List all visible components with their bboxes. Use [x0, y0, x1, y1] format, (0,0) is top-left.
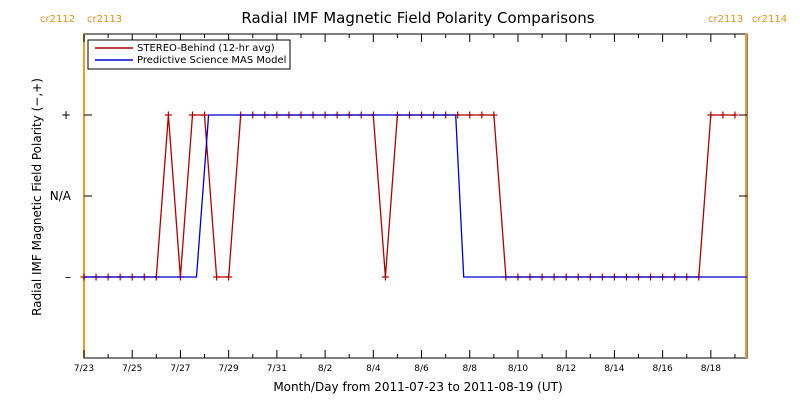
data-point: [213, 273, 221, 281]
x-tick-label: 8/16: [653, 364, 673, 374]
x-tick-label: 8/10: [508, 364, 528, 374]
data-point: [164, 111, 172, 119]
y-tick-label: +: [61, 108, 71, 122]
data-point: [381, 273, 389, 281]
series-line-0: [84, 114, 735, 278]
cr-label-right-2: cr2114: [752, 14, 787, 25]
x-tick-label: 8/18: [701, 364, 721, 374]
data-point: [731, 111, 739, 119]
data-point: [707, 111, 715, 119]
x-tick-label: 8/6: [414, 364, 429, 374]
x-tick-label: 8/14: [604, 364, 624, 374]
x-tick-label: 8/8: [463, 364, 478, 374]
y-axis-ticks: – N/A +: [50, 108, 747, 284]
data-point: [466, 111, 474, 119]
cr-label-right-1: cr2113: [708, 14, 743, 25]
chart-title: Radial IMF Magnetic Field Polarity Compa…: [241, 9, 594, 27]
series-line-1: [84, 114, 746, 278]
x-tick-label: 7/23: [74, 364, 94, 374]
x-tick-label: 8/12: [556, 364, 576, 374]
plot-frame: [83, 33, 748, 359]
series-layer: [80, 111, 746, 281]
data-point: [188, 111, 196, 119]
x-tick-label: 7/31: [267, 364, 287, 374]
data-point: [719, 111, 727, 119]
legend: STEREO-Behind (12-hr avg) Predictive Sci…: [87, 39, 291, 70]
data-point: [201, 111, 209, 119]
carrington-boundaries: [83, 33, 747, 358]
data-point: [490, 111, 498, 119]
x-tick-label: 7/29: [219, 364, 239, 374]
legend-box: [87, 39, 291, 70]
data-point: [225, 273, 233, 281]
x-tick-label: 7/25: [122, 364, 142, 374]
x-tick-label: 8/2: [318, 364, 332, 374]
data-point: [478, 111, 486, 119]
carrington-labels: cr2112 cr2113 cr2113 cr2114: [40, 14, 787, 25]
x-axis-ticks: 7/23 7/25 7/27 7/29 7/31 8/2 8/4 8/6 8/8 8/10 8/12…: [74, 34, 736, 374]
cr-label-left-2: cr2113: [87, 14, 122, 25]
legend-label-mas: Predictive Science MAS Model: [137, 55, 286, 66]
y-tick-label: N/A: [50, 189, 72, 203]
y-tick-label: –: [65, 270, 71, 284]
legend-label-stereo: STEREO-Behind (12-hr avg): [137, 43, 275, 54]
x-axis-label: Month/Day from 2011-07-23 to 2011-08-19 …: [273, 380, 562, 394]
x-tick-label: 8/4: [366, 364, 381, 374]
y-axis-label: Radial IMF Magnetic Field Polarity (−,+): [30, 78, 44, 316]
x-tick-label: 7/27: [170, 364, 190, 374]
cr-label-left-1: cr2112: [40, 14, 75, 25]
